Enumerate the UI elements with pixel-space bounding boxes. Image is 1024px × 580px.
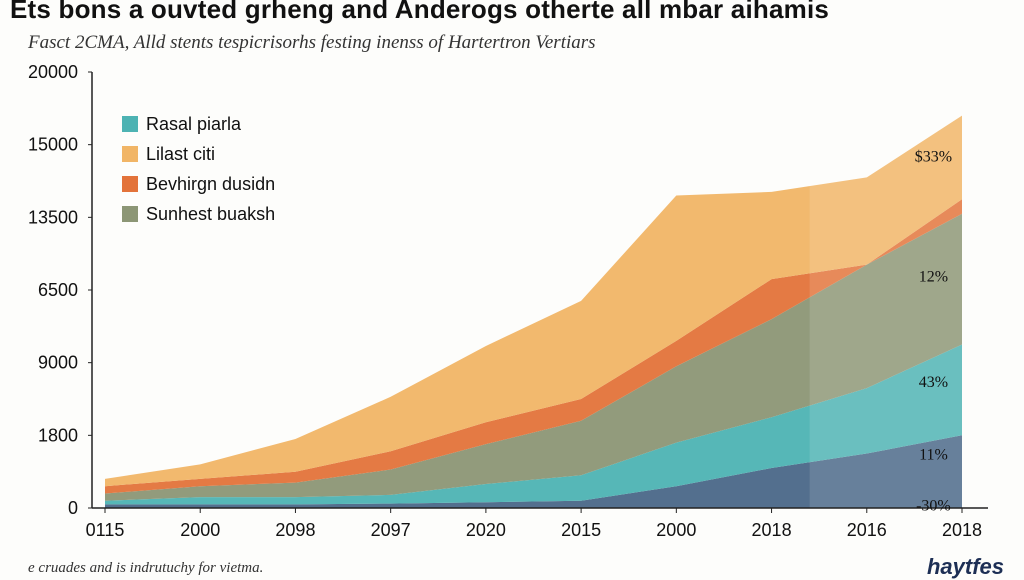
annotation-layer: $33% 12% 43% 11% -30% (915, 149, 952, 515)
area-layer (105, 72, 962, 508)
chart-subtitle: Fasct 2CMA, Alld stents tespicrisorhs fe… (28, 32, 596, 53)
data-annotation: 12% (919, 268, 948, 285)
legend-label: Bevhirgn dusidn (146, 174, 275, 194)
y-tick-label: 6500 (38, 280, 78, 300)
area-series-lilast-citi (105, 115, 962, 487)
area-series-sunhest-buaksh-base (105, 435, 962, 508)
area-series-rasal-piarla (105, 344, 962, 505)
x-tick-label: 2015 (561, 520, 601, 540)
highlight-overlay (809, 72, 962, 508)
legend: Rasal piarla Lilast citi Bevhirgn dusidn Su… (122, 114, 275, 224)
x-tick-label: 2000 (656, 520, 696, 540)
legend-label: Sunhest buaksh (146, 204, 275, 224)
y-tick-label: 13500 (28, 207, 78, 227)
x-tick-label: 2097 (371, 520, 411, 540)
y-tick-label: 0 (68, 498, 78, 518)
legend-label: Lilast citi (146, 144, 215, 164)
y-tick-label: 20000 (28, 62, 78, 82)
data-annotation: 43% (919, 374, 948, 391)
x-tick-label: 2018 (752, 520, 792, 540)
x-tick-label: 2098 (275, 520, 315, 540)
data-annotation: 11% (919, 447, 948, 464)
data-annotation: $33% (915, 149, 952, 166)
y-tick-label: 15000 (28, 135, 78, 155)
x-tick-label: 2020 (466, 520, 506, 540)
legend-label: Rasal piarla (146, 114, 242, 134)
axis-layer: 20000 15000 13500 6500 9000 1800 0 0115 2000 2098… (28, 62, 988, 540)
legend-swatch (122, 176, 138, 192)
y-tick-label: 9000 (38, 353, 78, 373)
brand-logo: haytfes (926, 554, 1004, 579)
x-tick-label: 2016 (847, 520, 887, 540)
legend-swatch (122, 116, 138, 132)
area-series-sunhest-buaksh (105, 213, 962, 501)
legend-swatch (122, 206, 138, 222)
chart-title: Ets bons a ouvted grheng and Anderogs ot… (10, 0, 830, 24)
legend-swatch (122, 146, 138, 162)
chart-footer: e cruades and is indrutuchy for vietma. (28, 560, 264, 576)
y-tick-label: 1800 (38, 425, 78, 445)
x-tick-label: 2018 (942, 520, 982, 540)
x-tick-label: 2000 (180, 520, 220, 540)
x-tick-label: 0115 (86, 520, 125, 540)
data-annotation: -30% (916, 497, 951, 514)
